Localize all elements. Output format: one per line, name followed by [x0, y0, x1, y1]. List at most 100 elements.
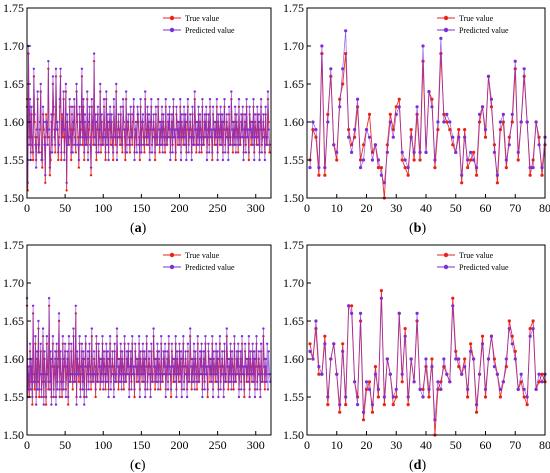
data-point-predicted [214, 373, 217, 376]
data-point-predicted [241, 105, 244, 109]
data-point-true [361, 418, 366, 422]
data-point-predicted [181, 357, 184, 361]
data-point-predicted [264, 105, 267, 109]
data-point-predicted [179, 98, 182, 101]
data-point-true [528, 173, 532, 177]
data-point-true [44, 181, 47, 184]
data-point-predicted [91, 380, 94, 383]
data-point-predicted [208, 365, 211, 368]
data-point-true [33, 388, 36, 391]
data-point-predicted [480, 105, 485, 109]
data-point-predicted [364, 380, 369, 384]
data-point-predicted [329, 67, 333, 71]
data-point-predicted [220, 365, 223, 368]
data-point-predicted [457, 135, 461, 139]
data-point-predicted [147, 350, 151, 353]
data-point-true [31, 158, 35, 162]
data-point-predicted [391, 395, 395, 399]
data-point-predicted [200, 342, 203, 345]
data-point-predicted [353, 128, 357, 132]
x-tick-label: 50 [450, 438, 462, 452]
data-point-predicted [28, 143, 31, 146]
data-point-predicted [210, 380, 213, 383]
data-point-predicted [525, 120, 529, 124]
data-point-true [174, 158, 177, 162]
data-point-predicted [267, 128, 270, 131]
data-point-true [138, 158, 142, 162]
data-point-predicted [347, 135, 351, 139]
data-point-predicted [168, 105, 171, 109]
data-point-true [335, 158, 339, 162]
x-tick-label: 40 [420, 201, 432, 215]
data-point-predicted [173, 380, 177, 383]
legend-swatch-marker [169, 252, 175, 258]
data-point-predicted [186, 98, 190, 101]
data-point-predicted [463, 135, 467, 139]
data-point-predicted [227, 357, 231, 361]
data-point-predicted [46, 143, 49, 146]
data-point-predicted [164, 395, 167, 399]
data-point-true [454, 349, 458, 353]
data-point-predicted [134, 365, 138, 368]
data-point-predicted [230, 90, 233, 93]
data-point-predicted [239, 350, 242, 353]
x-tick-label: 70 [509, 438, 521, 452]
data-point-predicted [188, 373, 191, 376]
data-point-predicted [127, 395, 131, 399]
data-point-predicted [261, 373, 264, 376]
data-point-predicted [57, 151, 60, 154]
data-point-predicted [75, 82, 78, 86]
data-point-predicted [259, 342, 263, 345]
data-point-predicted [110, 113, 113, 116]
data-point-predicted [30, 105, 33, 109]
data-point-true [74, 151, 78, 154]
data-point-predicted [171, 151, 174, 154]
data-point-predicted [246, 128, 250, 131]
data-point-true [308, 342, 312, 346]
data-point-predicted [79, 120, 83, 124]
data-point-predicted [430, 105, 434, 109]
data-point-predicted [403, 334, 407, 338]
data-point-predicted [216, 158, 219, 162]
data-point-predicted [341, 349, 345, 353]
data-point-predicted [223, 98, 226, 101]
data-point-predicted [266, 388, 270, 391]
data-point-predicted [211, 151, 214, 154]
data-point-predicted [257, 113, 260, 116]
data-point-predicted [249, 136, 253, 139]
data-point-predicted [262, 365, 266, 368]
data-point-true [421, 59, 425, 63]
data-point-predicted [424, 357, 428, 361]
data-point-predicted [472, 357, 476, 361]
data-point-predicted [145, 136, 148, 139]
x-tick-label: 200 [171, 201, 189, 215]
data-point-predicted [204, 136, 207, 139]
data-point-predicted [153, 365, 156, 368]
data-point-predicted [131, 335, 134, 338]
data-point-true [344, 403, 348, 407]
data-point-predicted [50, 113, 53, 116]
data-point-predicted [89, 143, 92, 146]
data-point-true [415, 112, 419, 116]
data-point-predicted [215, 98, 219, 101]
data-point-true [457, 365, 461, 369]
data-point-predicted [199, 136, 203, 139]
data-point-predicted [72, 327, 75, 330]
data-point-predicted [129, 350, 132, 353]
data-point-true [501, 120, 505, 124]
data-point-predicted [226, 365, 229, 368]
data-point-predicted [519, 372, 523, 376]
data-point-predicted [180, 113, 183, 116]
data-point-predicted [44, 380, 47, 383]
data-point-true [232, 388, 235, 391]
data-point-predicted [217, 395, 220, 399]
data-point-predicted [182, 105, 186, 109]
x-tick-label: 10 [331, 438, 343, 452]
data-point-predicted [34, 403, 38, 406]
data-point-true [44, 403, 48, 406]
data-point-predicted [90, 327, 94, 330]
data-point-predicted [251, 143, 254, 146]
data-point-predicted [52, 105, 55, 109]
y-tick-label: 1.60 [283, 352, 304, 366]
data-point-predicted [421, 395, 425, 399]
